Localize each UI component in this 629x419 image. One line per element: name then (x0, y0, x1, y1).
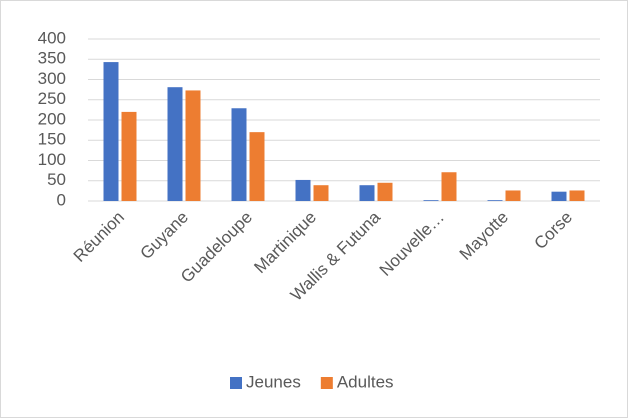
legend-label: Adultes (337, 372, 394, 391)
bar (569, 190, 585, 201)
bar (167, 87, 183, 201)
bar (423, 200, 439, 201)
y-tick-label: 0 (57, 190, 66, 209)
bar (487, 200, 503, 201)
legend-swatch (320, 377, 333, 389)
y-tick-label: 400 (38, 28, 66, 47)
bar (185, 90, 201, 201)
y-tick-label: 50 (47, 170, 66, 189)
bar (249, 132, 265, 201)
bar (441, 172, 457, 201)
y-tick-label: 150 (38, 130, 66, 149)
bar (377, 182, 393, 201)
bar (295, 179, 311, 201)
bar (231, 108, 247, 201)
legend-label: Jeunes (246, 372, 301, 391)
bar (359, 185, 375, 201)
bar (121, 111, 137, 201)
y-tick-label: 350 (38, 49, 66, 68)
bar (505, 190, 521, 201)
bar (103, 62, 119, 202)
y-tick-label: 200 (38, 109, 66, 128)
bar (551, 191, 567, 201)
y-tick-label: 300 (38, 69, 66, 88)
y-tick-label: 250 (38, 89, 66, 108)
legend-swatch (230, 377, 242, 389)
bar (313, 185, 329, 201)
y-tick-label: 100 (38, 150, 66, 169)
